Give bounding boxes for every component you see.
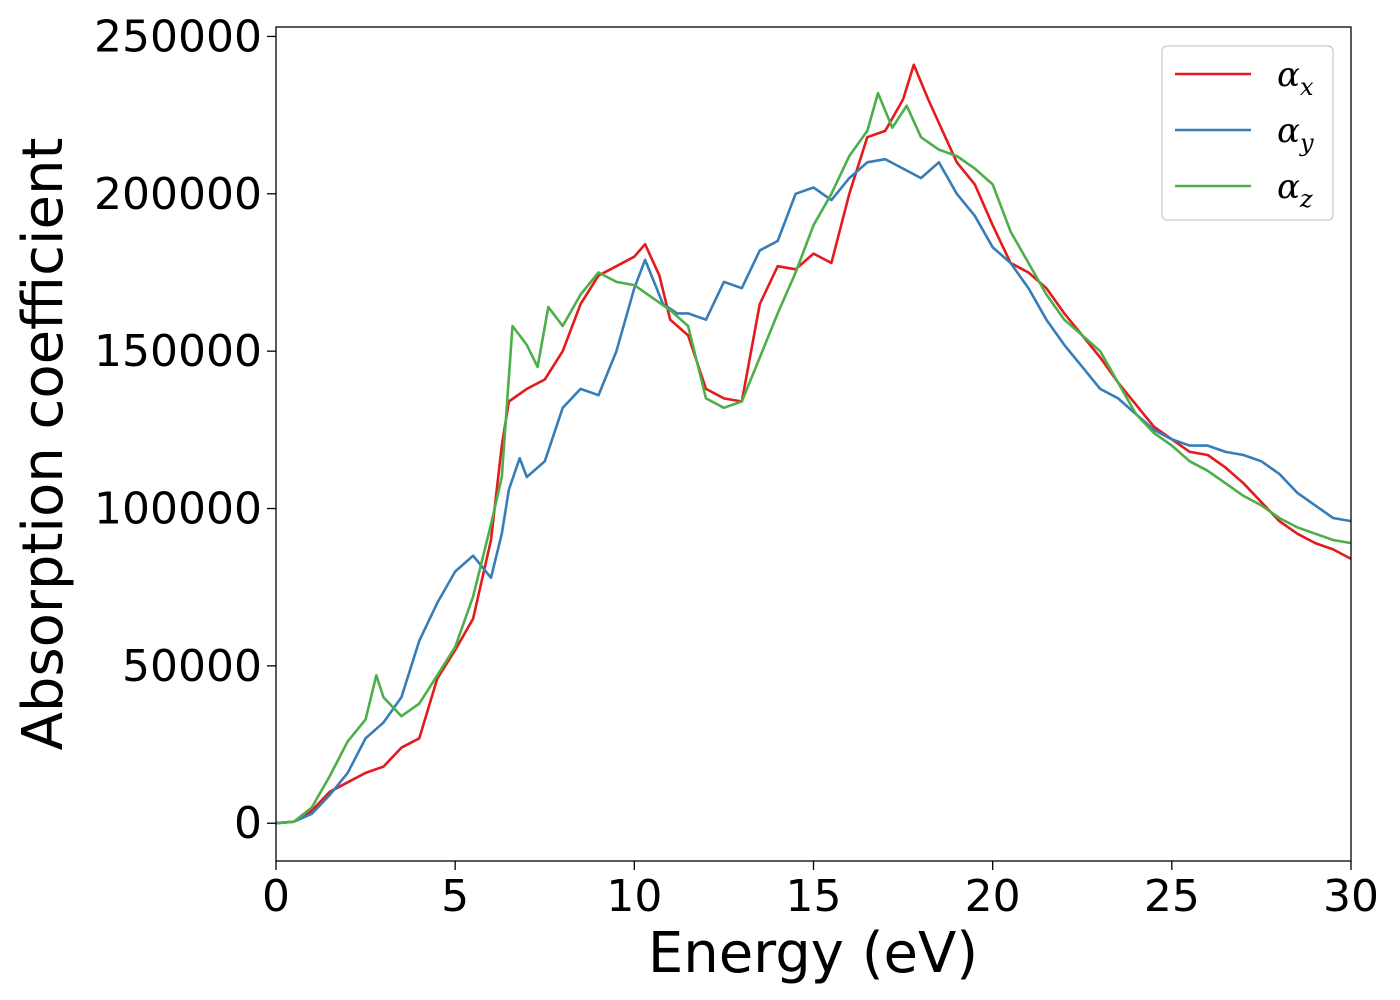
- x-tick-label: 10: [606, 871, 662, 922]
- x-tick-label: 20: [965, 871, 1021, 922]
- legend-label-x: αx: [1277, 55, 1314, 101]
- x-axis-ticks: 0 5 10 15 20 25 30: [262, 861, 1379, 922]
- y-tick-label: 100000: [94, 484, 262, 535]
- y-axis-title: Absorption coefficient: [11, 138, 76, 751]
- legend-label-y: αy: [1277, 111, 1314, 157]
- legend-subscript: y: [1299, 129, 1314, 157]
- series-line-y: [275, 157, 1352, 825]
- legend-label-z: αz: [1277, 167, 1313, 213]
- x-tick-label: 15: [786, 871, 842, 922]
- series-line-z: [275, 91, 1352, 825]
- x-tick-label: 0: [262, 871, 290, 922]
- legend-subscript: x: [1300, 73, 1314, 101]
- y-tick-label: 150000: [94, 326, 262, 377]
- x-tick-label: 25: [1144, 871, 1200, 922]
- y-tick-label: 200000: [94, 169, 262, 220]
- y-tick-label: 0: [234, 798, 262, 849]
- x-axis-title: Energy (eV): [648, 921, 978, 986]
- legend-symbol: α: [1277, 167, 1300, 207]
- y-axis-ticks: 0 50000 100000 150000 200000 250000: [94, 11, 276, 849]
- legend-symbol: α: [1277, 55, 1300, 95]
- x-tick-label: 30: [1323, 871, 1379, 922]
- legend-symbol: α: [1277, 111, 1300, 151]
- legend-box: [1161, 45, 1334, 221]
- x-tick-label: 5: [441, 871, 469, 922]
- legend-subscript: z: [1299, 185, 1313, 213]
- series-layer: [275, 63, 1352, 825]
- y-tick-label: 50000: [122, 641, 262, 692]
- series-line-x: [275, 63, 1352, 825]
- y-tick-label: 250000: [94, 11, 262, 62]
